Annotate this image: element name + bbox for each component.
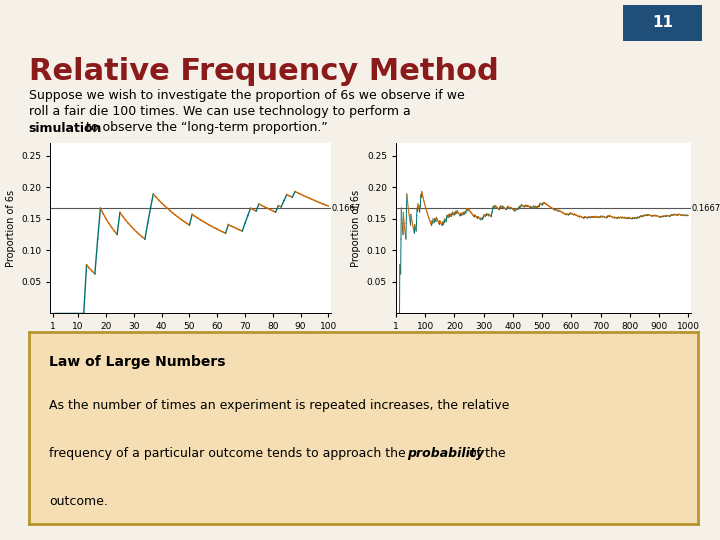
Text: simulation: simulation	[29, 122, 102, 134]
Text: probability: probability	[407, 447, 484, 460]
Text: Law of Large Numbers: Law of Large Numbers	[49, 355, 225, 369]
Text: frequency of a particular outcome tends to approach the: frequency of a particular outcome tends …	[49, 447, 410, 460]
Y-axis label: Proportion of 6s: Proportion of 6s	[351, 190, 361, 267]
Text: 0.1667: 0.1667	[691, 204, 720, 213]
Text: As the number of times an experiment is repeated increases, the relative: As the number of times an experiment is …	[49, 399, 509, 412]
Text: of the: of the	[465, 447, 505, 460]
Text: to observe the “long-term proportion.”: to observe the “long-term proportion.”	[82, 122, 328, 134]
Text: 11: 11	[652, 16, 673, 30]
Text: Relative Frequency Method: Relative Frequency Method	[29, 57, 498, 86]
Text: 0.1667: 0.1667	[331, 204, 361, 213]
Text: outcome.: outcome.	[49, 495, 108, 508]
Text: Suppose we wish to investigate the proportion of 6s we observe if we: Suppose we wish to investigate the propo…	[29, 89, 464, 102]
Y-axis label: Proportion of 6s: Proportion of 6s	[6, 190, 16, 267]
X-axis label: Die rolls: Die rolls	[169, 337, 212, 347]
X-axis label: Die rolls: Die rolls	[522, 337, 565, 347]
Text: roll a fair die 100 times. We can use technology to perform a: roll a fair die 100 times. We can use te…	[29, 105, 410, 118]
